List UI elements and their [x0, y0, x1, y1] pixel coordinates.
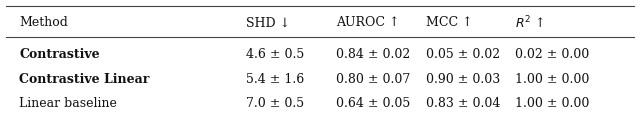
- Text: $R^2$ ↑: $R^2$ ↑: [515, 14, 545, 31]
- Text: 1.00 ± 0.00: 1.00 ± 0.00: [515, 96, 589, 109]
- Text: 1.00 ± 0.00: 1.00 ± 0.00: [515, 73, 589, 86]
- Text: 5.4 ± 1.6: 5.4 ± 1.6: [246, 73, 305, 86]
- Text: 7.0 ± 0.5: 7.0 ± 0.5: [246, 96, 305, 109]
- Text: SHD ↓: SHD ↓: [246, 16, 291, 29]
- Text: 0.64 ± 0.05: 0.64 ± 0.05: [336, 96, 410, 109]
- Text: 0.80 ± 0.07: 0.80 ± 0.07: [336, 73, 410, 86]
- Text: 0.90 ± 0.03: 0.90 ± 0.03: [426, 73, 500, 86]
- Text: 0.05 ± 0.02: 0.05 ± 0.02: [426, 48, 500, 61]
- Text: Contrastive: Contrastive: [19, 48, 100, 61]
- Text: 0.02 ± 0.00: 0.02 ± 0.00: [515, 48, 589, 61]
- Text: 4.6 ± 0.5: 4.6 ± 0.5: [246, 48, 305, 61]
- Text: AUROC ↑: AUROC ↑: [336, 16, 399, 29]
- Text: 0.83 ± 0.04: 0.83 ± 0.04: [426, 96, 500, 109]
- Text: 0.84 ± 0.02: 0.84 ± 0.02: [336, 48, 410, 61]
- Text: Linear baseline: Linear baseline: [19, 96, 117, 109]
- Text: Contrastive Linear: Contrastive Linear: [19, 73, 150, 86]
- Text: Method: Method: [19, 16, 68, 29]
- Text: MCC ↑: MCC ↑: [426, 16, 472, 29]
